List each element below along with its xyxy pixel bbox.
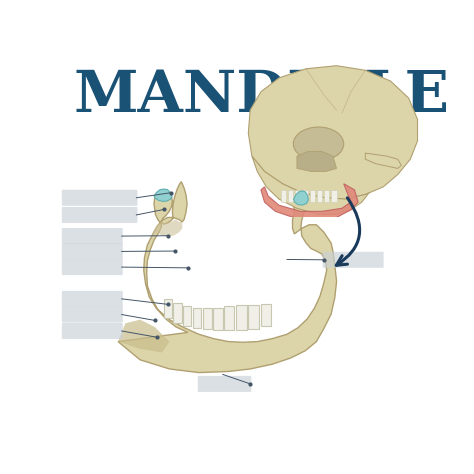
Polygon shape [183,306,191,326]
Polygon shape [173,302,182,323]
Polygon shape [213,308,222,330]
Polygon shape [193,308,201,328]
Polygon shape [118,319,169,353]
FancyBboxPatch shape [62,307,123,323]
FancyBboxPatch shape [198,376,251,392]
FancyBboxPatch shape [62,190,137,206]
FancyBboxPatch shape [62,323,123,339]
Polygon shape [118,182,337,373]
Polygon shape [154,189,172,201]
Polygon shape [151,219,182,237]
FancyBboxPatch shape [62,243,123,259]
FancyBboxPatch shape [62,207,137,223]
FancyBboxPatch shape [323,252,383,268]
FancyBboxPatch shape [62,291,123,307]
FancyBboxPatch shape [62,259,123,275]
Polygon shape [236,305,246,330]
Polygon shape [261,304,271,326]
Text: MANDIBLE: MANDIBLE [74,68,450,124]
Polygon shape [224,306,234,330]
FancyBboxPatch shape [62,228,123,244]
Polygon shape [248,305,259,329]
Polygon shape [203,308,212,329]
FancyArrowPatch shape [337,198,360,265]
Polygon shape [164,299,172,318]
Polygon shape [293,191,308,205]
